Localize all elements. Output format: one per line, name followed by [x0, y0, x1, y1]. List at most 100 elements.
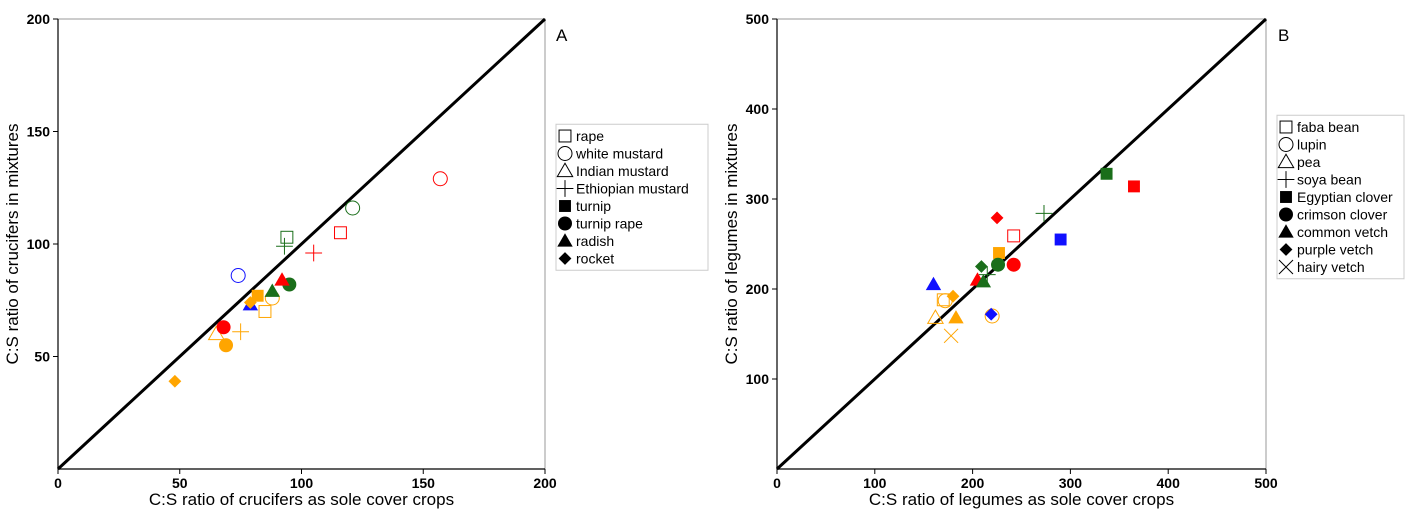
legend-label: Ethiopian mustard	[576, 181, 689, 197]
y-axis-title: C:S ratio of legumes in mixtures	[722, 124, 741, 365]
legend-label: common vetch	[1297, 224, 1388, 240]
y-tick-label: 500	[746, 11, 770, 27]
data-point	[280, 230, 294, 244]
x-tick-label: 50	[172, 475, 188, 491]
legend-label: hairy vetch	[1297, 259, 1365, 275]
data-point	[258, 305, 272, 318]
legend-marker	[556, 162, 574, 178]
data-point	[432, 171, 448, 187]
panel-a-crucifers: 0 50 100 150 200 50 100 150 200 C:S ratio of cruc…	[3, 11, 709, 509]
data-point	[978, 266, 996, 283]
data-point	[274, 272, 290, 286]
panel-letter: B	[1278, 26, 1289, 45]
legend-marker	[1280, 191, 1292, 203]
data-point	[1035, 205, 1053, 222]
data-point	[1006, 257, 1021, 272]
legend-label: soya bean	[1297, 172, 1362, 188]
y-axis-title: C:S ratio of crucifers in mixtures	[3, 124, 22, 365]
legend-label: turnip rape	[576, 216, 643, 232]
legend-marker	[1277, 153, 1295, 169]
data-point	[975, 260, 988, 273]
data-point	[1054, 233, 1067, 246]
data-point	[251, 289, 264, 302]
one-to-one-line	[775, 17, 1268, 471]
panel-b-legumes: 0 100 200 300 400 500 100 200 300 400 500 C:S ratio…	[722, 11, 1405, 509]
data-point	[948, 310, 964, 324]
legend-marker	[557, 233, 573, 247]
data-point	[276, 237, 293, 255]
x-tick-label: 100	[290, 475, 314, 491]
legend-marker	[1279, 243, 1293, 256]
y-tick-label: 100	[746, 371, 770, 387]
legend-marker	[558, 252, 572, 265]
legend-marker	[1278, 224, 1294, 238]
legend-marker	[557, 146, 573, 161]
panel-letter: A	[556, 26, 568, 45]
legend-marker	[1279, 120, 1293, 134]
data-point	[216, 320, 231, 335]
legend-label: rape	[576, 128, 604, 144]
x-tick-label: 0	[54, 475, 62, 491]
data-point	[334, 226, 347, 240]
legend-marker	[1278, 137, 1294, 152]
legend-marker	[559, 200, 571, 212]
data-point	[990, 211, 1004, 225]
y-tick-label: 400	[746, 101, 770, 117]
data-point	[168, 374, 182, 388]
data-point	[991, 257, 1006, 272]
data-point	[219, 338, 234, 353]
data-point	[926, 309, 945, 324]
data-point	[993, 247, 1005, 259]
x-tick-label: 200	[533, 475, 557, 491]
x-tick-label: 300	[1059, 475, 1083, 491]
legend-label: crimson clover	[1297, 207, 1388, 223]
one-to-one-line	[56, 17, 547, 471]
legend-label: turnip	[576, 198, 611, 214]
data-point	[946, 289, 960, 303]
x-tick-label: 0	[773, 475, 781, 491]
x-axis-title: C:S ratio of legumes as sole cover crops	[869, 490, 1174, 509]
x-tick-label: 100	[863, 475, 887, 491]
data-point	[345, 200, 361, 216]
data-point	[984, 307, 998, 321]
data-point	[230, 268, 246, 283]
legend-label: radish	[576, 233, 614, 249]
legend-label: Indian mustard	[576, 163, 669, 179]
y-tick-label: 300	[746, 191, 770, 207]
legend-label: rocket	[576, 251, 614, 267]
x-tick-label: 400	[1157, 475, 1181, 491]
y-tick-label: 200	[27, 11, 51, 27]
y-tick-label: 100	[27, 236, 51, 252]
data-point	[943, 328, 959, 344]
legend-marker	[1277, 171, 1295, 188]
legend-marker	[1278, 259, 1294, 275]
data-point	[1007, 229, 1021, 243]
legend-marker	[1279, 207, 1293, 222]
x-tick-label: 200	[961, 475, 985, 491]
legend-box	[1276, 114, 1405, 280]
y-tick-label: 200	[746, 281, 770, 297]
legend-label: lupin	[1297, 137, 1327, 153]
x-axis-title: C:S ratio of crucifers as sole cover cro…	[149, 490, 454, 509]
data-point	[305, 244, 323, 262]
data-point	[1128, 180, 1140, 193]
legend-label: pea	[1297, 154, 1321, 170]
legend-label: purple vetch	[1297, 242, 1373, 258]
legend-marker	[558, 129, 572, 143]
x-tick-label: 500	[1254, 475, 1278, 491]
data-point	[925, 276, 942, 291]
x-tick-label: 150	[412, 475, 436, 491]
legend-label: white mustard	[575, 146, 663, 162]
legend-label: faba bean	[1297, 119, 1359, 135]
legend-box	[555, 123, 709, 271]
y-tick-label: 150	[27, 124, 51, 140]
legend-marker	[558, 216, 572, 231]
data-point	[975, 274, 992, 288]
data-point	[264, 283, 280, 297]
data-point	[232, 323, 250, 341]
legend-marker	[556, 180, 574, 197]
legend-label: Egyptian clover	[1297, 189, 1393, 205]
data-point	[1100, 167, 1113, 180]
y-tick-label: 50	[34, 349, 50, 365]
